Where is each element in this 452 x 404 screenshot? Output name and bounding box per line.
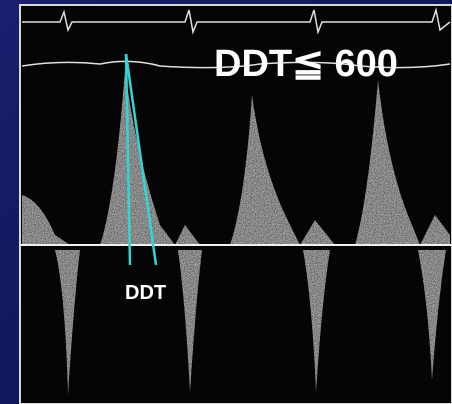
annotation-label: DDT [125, 282, 166, 304]
doppler-spectrum-negative [55, 250, 446, 395]
doppler-spectrum [22, 70, 450, 245]
respiratory-trace [21, 60, 451, 69]
annotation-title: DDT≦ 600 [214, 43, 398, 85]
ddt-line [124, 53, 158, 266]
ddt-line [124, 53, 132, 266]
ecg-trace [22, 7, 451, 35]
